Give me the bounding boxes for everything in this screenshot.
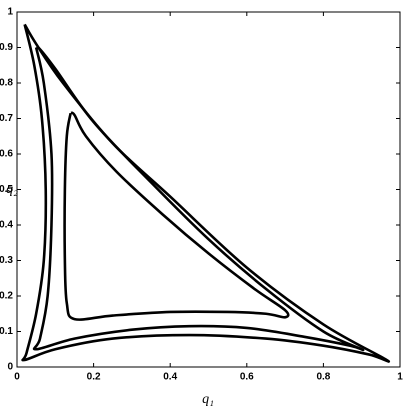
x-tick-label: 1	[397, 372, 403, 383]
y-tick-label: 0	[7, 362, 13, 373]
plot-frame	[16, 11, 401, 368]
curve	[32, 45, 365, 352]
x-tick-label: 0.8	[316, 372, 330, 383]
y-tick-label: 0.5	[0, 184, 13, 195]
x-tick-label: 0.2	[87, 372, 101, 383]
y-tick-label: 1	[7, 7, 13, 18]
x-axis-label: q₁	[202, 392, 214, 407]
y-tick-label: 0.2	[0, 291, 13, 302]
y-tick-label: 0.9	[0, 42, 13, 53]
curve	[63, 111, 290, 321]
y-tick-label: 0.4	[0, 220, 13, 231]
curve	[21, 23, 390, 363]
y-tick-label: 0.8	[0, 78, 13, 89]
x-tick-label: 0.4	[163, 372, 177, 383]
y-tick-label: 0.6	[0, 149, 13, 160]
x-tick-label: 0	[14, 372, 20, 383]
y-tick-label: 0.3	[0, 255, 13, 266]
y-tick-label: 0.1	[0, 326, 13, 337]
y-tick-label: 0.7	[0, 113, 13, 124]
y-axis-label: q₂	[6, 182, 18, 197]
x-tick-label: 0.6	[240, 372, 254, 383]
